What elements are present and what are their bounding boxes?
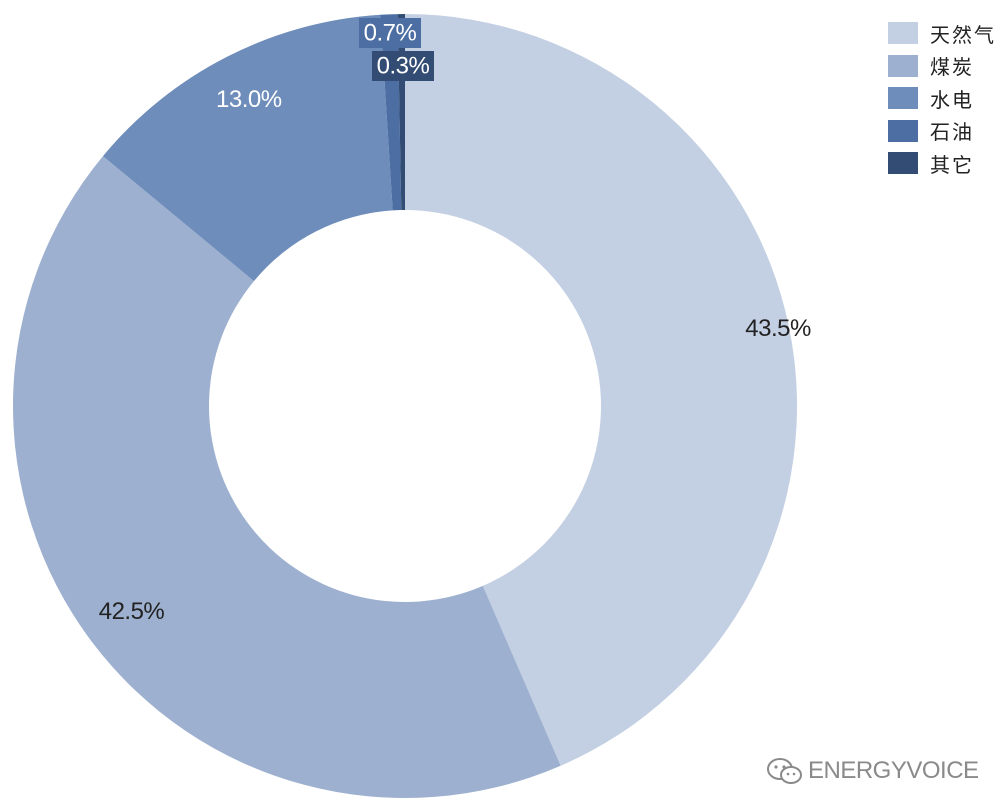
legend-item-other[interactable]: 其它 [888, 152, 996, 177]
slice-label-box [359, 18, 421, 48]
slice-label: 42.5% [99, 598, 165, 625]
legend-swatch [888, 22, 918, 44]
donut-slice-3[interactable] [102, 14, 393, 282]
watermark: ENERGYVOICE [766, 757, 979, 785]
slice-label: 0.7% [364, 20, 417, 47]
legend-label: 其它 [930, 152, 974, 177]
slice-label-box [372, 51, 434, 81]
legend-swatch [888, 152, 918, 174]
slice-label: 43.5% [745, 315, 811, 342]
legend-item-natural-gas[interactable]: 天然气 [888, 22, 996, 47]
legend-swatch [888, 119, 918, 142]
legend-item-hydro[interactable]: 水电 [888, 87, 996, 112]
legend-label: 煤炭 [930, 55, 974, 79]
slice-label: 13.0% [216, 86, 282, 113]
donut-slice-1[interactable] [405, 14, 797, 766]
donut-slices [12, 14, 797, 799]
slice-labels: 43.5% 42.5% 13.0% 0.7% 0.3% [99, 18, 812, 625]
wechat-icon [767, 758, 802, 784]
slice-label: 0.3% [377, 53, 430, 80]
legend-label: 水电 [930, 87, 974, 112]
legend-swatch [888, 87, 918, 109]
legend-label: 天然气 [930, 22, 996, 47]
legend-label: 石油 [930, 120, 974, 144]
watermark-text: ENERGYVOICE [808, 757, 979, 784]
chart-legend: 天然气 煤炭 水电 石油 其它 [888, 22, 996, 185]
donut-slice-2[interactable] [12, 156, 561, 799]
legend-swatch [888, 54, 918, 77]
legend-item-coal[interactable]: 煤炭 [888, 54, 996, 79]
legend-item-oil[interactable]: 石油 [888, 119, 996, 144]
